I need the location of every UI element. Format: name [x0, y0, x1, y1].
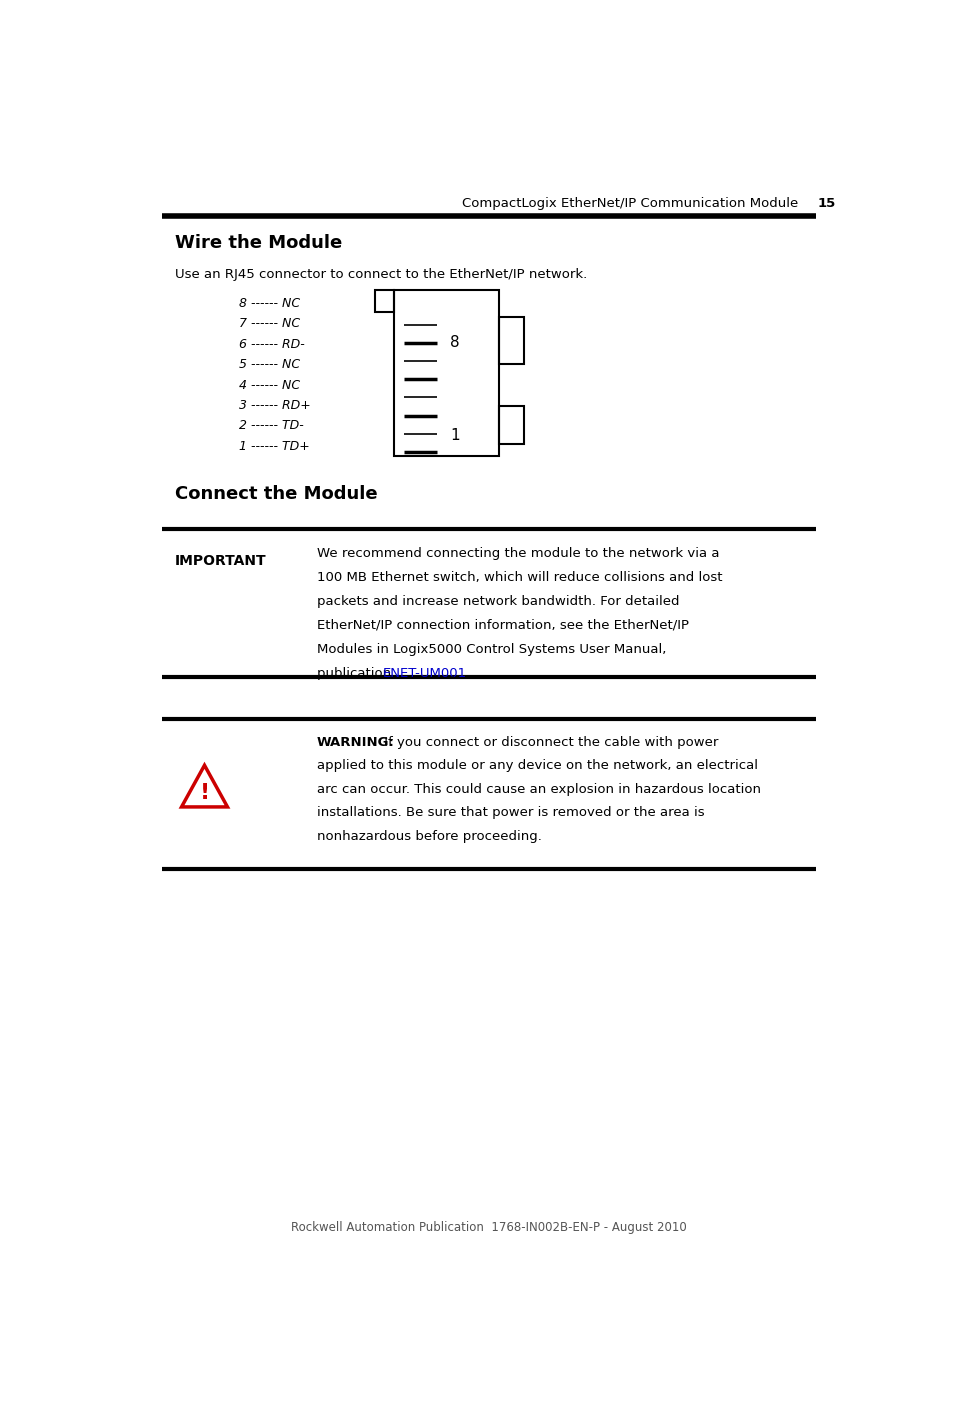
Text: installations. Be sure that power is removed or the area is: installations. Be sure that power is rem… — [316, 806, 703, 820]
Text: 7 ------ NC: 7 ------ NC — [239, 318, 300, 330]
Text: EtherNet/IP connection information, see the EtherNet/IP: EtherNet/IP connection information, see … — [316, 619, 688, 631]
Text: publication: publication — [316, 666, 395, 679]
Text: 3 ------ RD+: 3 ------ RD+ — [239, 399, 311, 412]
Polygon shape — [181, 765, 227, 807]
Text: .: . — [451, 666, 455, 679]
Text: 6 ------ RD-: 6 ------ RD- — [239, 337, 305, 350]
Text: 8 ------ NC: 8 ------ NC — [239, 297, 300, 309]
Text: packets and increase network bandwidth. For detailed: packets and increase network bandwidth. … — [316, 595, 679, 607]
Text: 100 MB Ethernet switch, which will reduce collisions and lost: 100 MB Ethernet switch, which will reduc… — [316, 571, 721, 583]
Text: If you connect or disconnect the cable with power: If you connect or disconnect the cable w… — [380, 735, 718, 749]
Text: We recommend connecting the module to the network via a: We recommend connecting the module to th… — [316, 547, 719, 560]
Text: 1: 1 — [450, 427, 459, 443]
Text: Rockwell Automation Publication  1768-IN002B-EN-P - August 2010: Rockwell Automation Publication 1768-IN0… — [291, 1220, 686, 1234]
Text: applied to this module or any device on the network, an electrical: applied to this module or any device on … — [316, 759, 757, 772]
Text: 8: 8 — [450, 335, 459, 350]
Text: WARNING:: WARNING: — [316, 735, 395, 749]
Text: Connect the Module: Connect the Module — [174, 485, 377, 503]
Text: IMPORTANT: IMPORTANT — [174, 554, 267, 568]
Text: Wire the Module: Wire the Module — [174, 235, 342, 253]
Text: 2 ------ TD-: 2 ------ TD- — [239, 419, 304, 433]
Text: 15: 15 — [816, 197, 835, 209]
Text: Use an RJ45 connector to connect to the EtherNet/IP network.: Use an RJ45 connector to connect to the … — [174, 269, 587, 281]
Text: arc can occur. This could cause an explosion in hazardous location: arc can occur. This could cause an explo… — [316, 783, 760, 796]
Text: CompactLogix EtherNet/IP Communication Module: CompactLogix EtherNet/IP Communication M… — [461, 197, 798, 209]
Text: nonhazardous before proceeding.: nonhazardous before proceeding. — [316, 830, 541, 842]
Text: 4 ------ NC: 4 ------ NC — [239, 378, 300, 392]
Text: ENET-UM001: ENET-UM001 — [382, 666, 466, 679]
Text: Modules in Logix5000 Control Systems User Manual,: Modules in Logix5000 Control Systems Use… — [316, 643, 665, 655]
Text: 5 ------ NC: 5 ------ NC — [239, 359, 300, 371]
Text: !: ! — [199, 783, 210, 803]
Text: 1 ------ TD+: 1 ------ TD+ — [239, 440, 310, 453]
